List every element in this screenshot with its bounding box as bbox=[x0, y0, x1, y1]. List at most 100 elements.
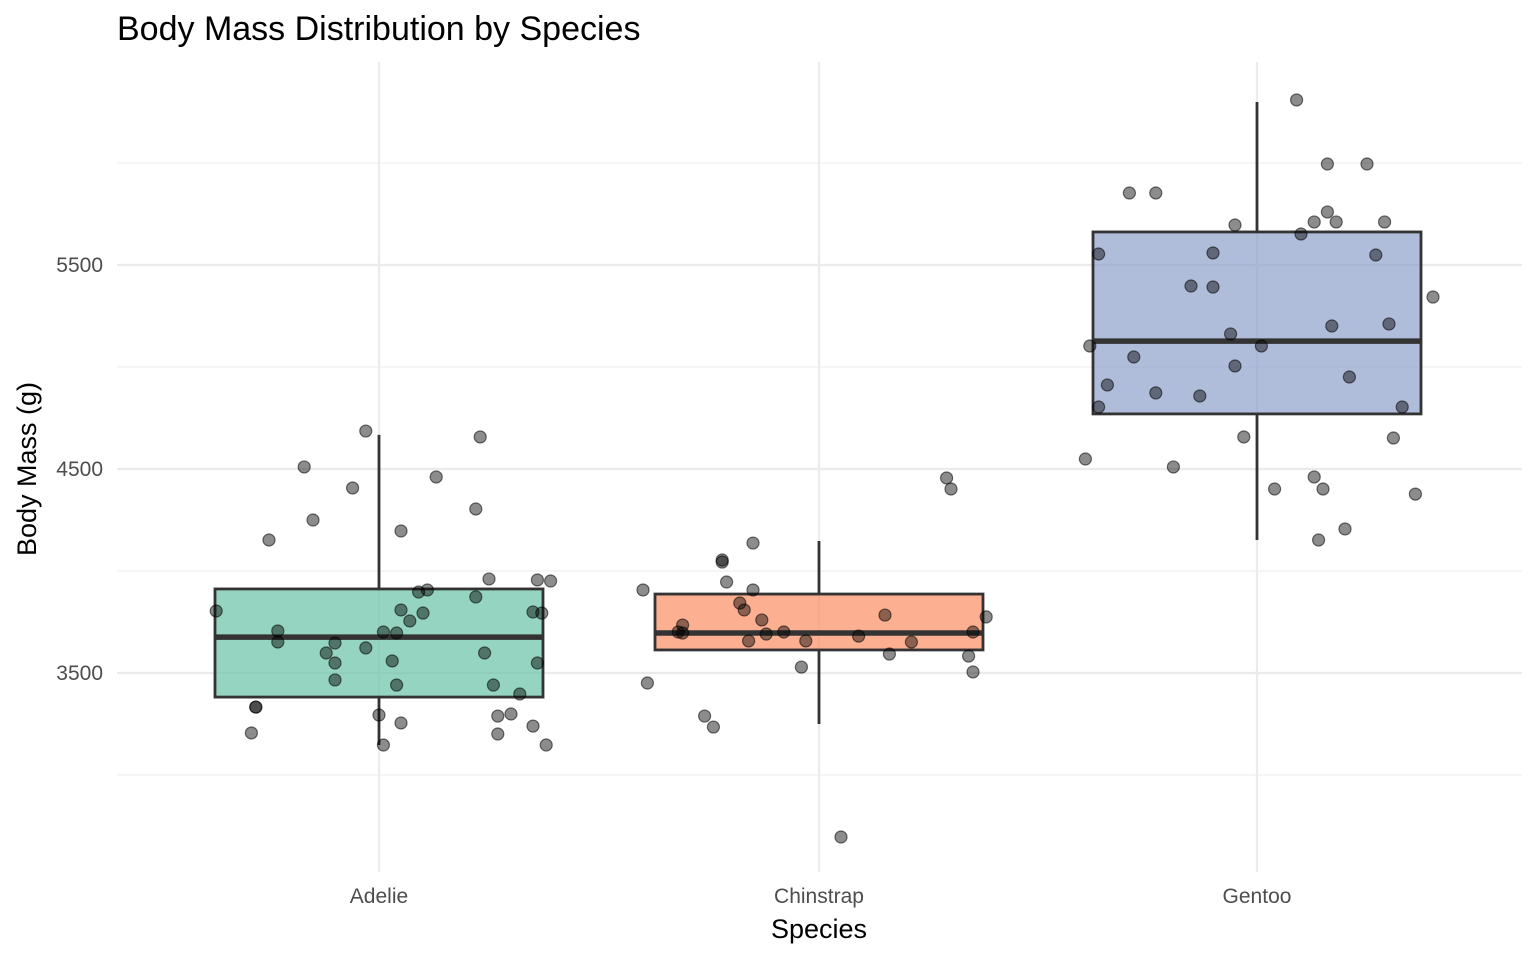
data-point bbox=[733, 596, 747, 610]
data-point bbox=[390, 626, 404, 640]
data-point bbox=[482, 572, 496, 586]
data-point bbox=[1408, 487, 1423, 501]
data-point bbox=[719, 575, 734, 589]
data-point bbox=[359, 424, 373, 438]
data-point bbox=[469, 590, 483, 604]
data-point bbox=[209, 604, 223, 618]
data-point bbox=[961, 649, 976, 663]
points-chinstrap bbox=[636, 471, 993, 844]
x-tick-label-chinstrap: Chinstrap bbox=[774, 885, 864, 908]
data-point bbox=[939, 471, 954, 485]
data-point bbox=[1206, 280, 1220, 294]
data-point bbox=[697, 709, 712, 723]
data-point bbox=[1426, 290, 1440, 304]
data-point bbox=[306, 513, 320, 527]
data-point bbox=[966, 625, 980, 639]
data-point bbox=[376, 625, 390, 639]
data-point bbox=[1316, 482, 1330, 496]
data-point bbox=[262, 533, 276, 547]
x-axis-ticks: Adelie Chinstrap Gentoo bbox=[350, 885, 1292, 908]
data-point bbox=[979, 610, 993, 624]
points-gentoo bbox=[1078, 93, 1440, 547]
data-point bbox=[1228, 359, 1242, 373]
gridlines bbox=[117, 62, 1522, 872]
data-point bbox=[675, 626, 690, 640]
data-point bbox=[671, 625, 685, 639]
data-point bbox=[1311, 533, 1326, 547]
data-point bbox=[1083, 339, 1097, 353]
data-point bbox=[1320, 205, 1335, 219]
data-point bbox=[491, 727, 505, 741]
data-point bbox=[966, 665, 980, 679]
data-point bbox=[429, 470, 443, 484]
data-point bbox=[478, 646, 492, 660]
data-point bbox=[1237, 430, 1251, 444]
data-point bbox=[1166, 460, 1181, 474]
y-axis-ticks: 3500 4500 5500 bbox=[56, 254, 103, 685]
data-point bbox=[526, 719, 540, 733]
y-tick-label-5500: 5500 bbox=[56, 254, 103, 277]
data-point bbox=[412, 585, 426, 599]
x-axis-title: Species bbox=[771, 914, 867, 944]
data-point bbox=[328, 656, 342, 670]
y-tick-label-4500: 4500 bbox=[56, 458, 103, 481]
data-point bbox=[1193, 389, 1207, 403]
data-point bbox=[539, 738, 553, 752]
data-point bbox=[1294, 227, 1308, 241]
data-point bbox=[403, 614, 417, 628]
data-point bbox=[469, 502, 483, 516]
data-point bbox=[1307, 470, 1321, 484]
data-point bbox=[1254, 339, 1269, 353]
data-point bbox=[904, 635, 919, 649]
data-point bbox=[1100, 378, 1115, 392]
data-point bbox=[777, 625, 791, 639]
data-point bbox=[1369, 248, 1383, 262]
data-point bbox=[834, 830, 848, 844]
data-point bbox=[1382, 317, 1396, 331]
data-point bbox=[1127, 350, 1141, 364]
points-adelie bbox=[209, 424, 558, 752]
data-point bbox=[319, 646, 333, 660]
data-point bbox=[746, 536, 760, 550]
data-point bbox=[513, 687, 527, 701]
data-point bbox=[1206, 246, 1220, 260]
data-point bbox=[530, 573, 545, 587]
box-chinstrap bbox=[653, 592, 985, 652]
data-point bbox=[755, 613, 769, 627]
data-point bbox=[244, 726, 258, 740]
data-point bbox=[1149, 386, 1163, 400]
data-point bbox=[851, 629, 866, 643]
data-point bbox=[1342, 370, 1357, 384]
data-point bbox=[1338, 522, 1352, 536]
data-point bbox=[1267, 482, 1282, 496]
data-point bbox=[640, 676, 655, 690]
data-point bbox=[1360, 157, 1374, 171]
data-point bbox=[1329, 215, 1343, 229]
data-point bbox=[1228, 218, 1242, 232]
data-point bbox=[1078, 452, 1093, 466]
data-point bbox=[359, 641, 373, 655]
jitter-points bbox=[209, 93, 1440, 844]
data-point bbox=[271, 624, 285, 638]
data-point bbox=[882, 647, 897, 661]
data-point bbox=[394, 603, 408, 617]
data-point bbox=[328, 673, 342, 687]
data-point bbox=[759, 627, 773, 641]
data-point bbox=[535, 606, 549, 620]
data-point bbox=[706, 720, 721, 734]
x-tick-label-gentoo: Gentoo bbox=[1223, 885, 1292, 908]
data-point bbox=[328, 636, 342, 650]
data-point bbox=[486, 678, 500, 692]
data-point bbox=[346, 481, 360, 495]
data-point bbox=[741, 634, 756, 648]
box-group-gentoo bbox=[1091, 102, 1423, 540]
y-tick-label-3500: 3500 bbox=[56, 662, 103, 685]
box-group-adelie bbox=[213, 434, 545, 746]
box-gentoo bbox=[1091, 230, 1423, 416]
x-tick-label-adelie: Adelie bbox=[350, 885, 408, 908]
data-point bbox=[376, 738, 390, 752]
data-point bbox=[746, 583, 760, 597]
data-point bbox=[636, 583, 650, 597]
data-point bbox=[1395, 400, 1409, 414]
